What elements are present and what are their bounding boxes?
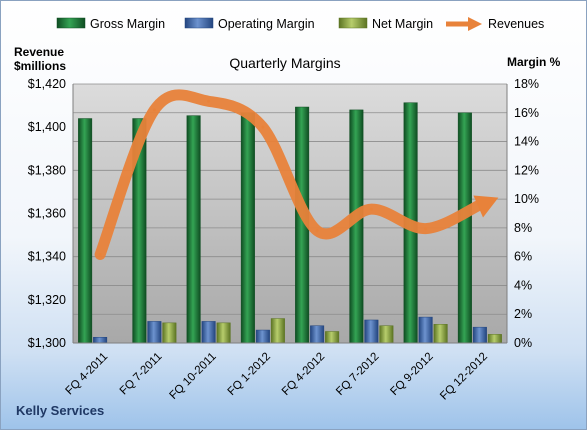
point-revenues-fq-10-2011	[207, 99, 211, 103]
line-layer	[94, 89, 499, 261]
left-tick-label: $1,320	[28, 293, 66, 307]
right-tick-label: 14%	[514, 135, 539, 149]
legend-swatch-gross-margin	[56, 17, 86, 29]
legend-swatch-operating-margin	[184, 17, 214, 29]
point-revenues-fq-7-2012	[369, 207, 373, 211]
point-revenues-fq-4-2012	[315, 229, 319, 233]
left-tick-label: $1,400	[28, 120, 66, 134]
right-tick-label: 10%	[514, 192, 539, 206]
bar-gross-margin-fq-1-2012	[240, 112, 255, 344]
legend-label-net-margin: Net Margin	[372, 17, 433, 31]
bar-net-margin-fq-9-2012	[433, 324, 448, 344]
point-revenues-fq-1-2012	[261, 125, 265, 129]
bar-gross-margin-fq-12-2012	[457, 112, 472, 344]
bar-operating-margin-fq-1-2012	[255, 329, 270, 344]
right-tick-label: 18%	[514, 77, 539, 91]
right-axis-title: Margin %	[507, 55, 561, 69]
legend-label-gross-margin: Gross Margin	[90, 17, 165, 31]
bar-net-margin-fq-4-2012	[325, 331, 340, 344]
bar-net-margin-fq-10-2011	[216, 322, 231, 344]
legend-label-revenues: Revenues	[488, 17, 544, 31]
left-tick-label: $1,340	[28, 250, 66, 264]
legend-arrowhead-revenues	[468, 17, 482, 31]
left-tick-label: $1,300	[28, 336, 66, 350]
point-revenues-fq-7-2011	[152, 108, 156, 112]
right-tick-label: 6%	[514, 250, 532, 264]
left-axis-ticks: $1,300 $1,320 $1,340 $1,360 $1,380 $1,400 $1,4…	[28, 77, 66, 350]
bar-net-margin-fq-7-2011	[162, 322, 177, 344]
bar-operating-margin-fq-7-2012	[364, 319, 379, 344]
bar-net-margin-fq-12-2012	[487, 334, 502, 344]
bar-operating-margin-fq-7-2011	[147, 321, 162, 344]
right-tick-label: 0%	[514, 336, 532, 350]
bar-operating-margin-fq-4-2012	[310, 325, 325, 344]
right-axis-ticks: 0% 2% 4% 6% 8% 10% 12% 14% 16% 18%	[514, 77, 539, 350]
right-tick-label: 8%	[514, 221, 532, 235]
bar-operating-margin-fq-4-2011	[93, 336, 108, 344]
bar-operating-margin-fq-10-2011	[201, 321, 216, 344]
right-tick-label: 12%	[514, 163, 539, 177]
right-tick-label: 16%	[514, 106, 539, 120]
chart-title: Quarterly Margins	[229, 55, 340, 71]
bar-layer	[78, 102, 502, 344]
point-revenues-fq-4-2011	[98, 253, 102, 257]
arrowhead-revenues	[473, 195, 499, 218]
company-name: Kelly Services	[16, 403, 104, 418]
left-axis-title-line1: Revenue	[14, 45, 64, 59]
bar-net-margin-fq-1-2012	[270, 318, 285, 344]
bar-gross-margin-fq-10-2011	[186, 115, 201, 344]
legend-swatch-net-margin	[338, 17, 368, 29]
bar-operating-margin-fq-12-2012	[472, 326, 487, 344]
left-tick-label: $1,420	[28, 77, 66, 91]
left-tick-label: $1,380	[28, 163, 66, 177]
line-revenues	[94, 89, 486, 261]
left-tick-label: $1,360	[28, 207, 66, 221]
bar-gross-margin-fq-7-2012	[349, 109, 364, 344]
bar-gross-margin-fq-4-2011	[78, 118, 93, 344]
right-tick-label: 4%	[514, 278, 532, 292]
bar-operating-margin-fq-9-2012	[418, 316, 433, 344]
bar-net-margin-fq-7-2012	[379, 325, 394, 344]
left-axis-title-line2: $millions	[14, 59, 66, 73]
axes	[72, 84, 508, 344]
right-tick-label: 2%	[514, 307, 532, 321]
legend-label-operating-margin: Operating Margin	[218, 17, 315, 31]
point-revenues-fq-9-2012	[424, 227, 428, 231]
legend: Gross Margin Operating Margin Net Margin…	[56, 17, 544, 31]
